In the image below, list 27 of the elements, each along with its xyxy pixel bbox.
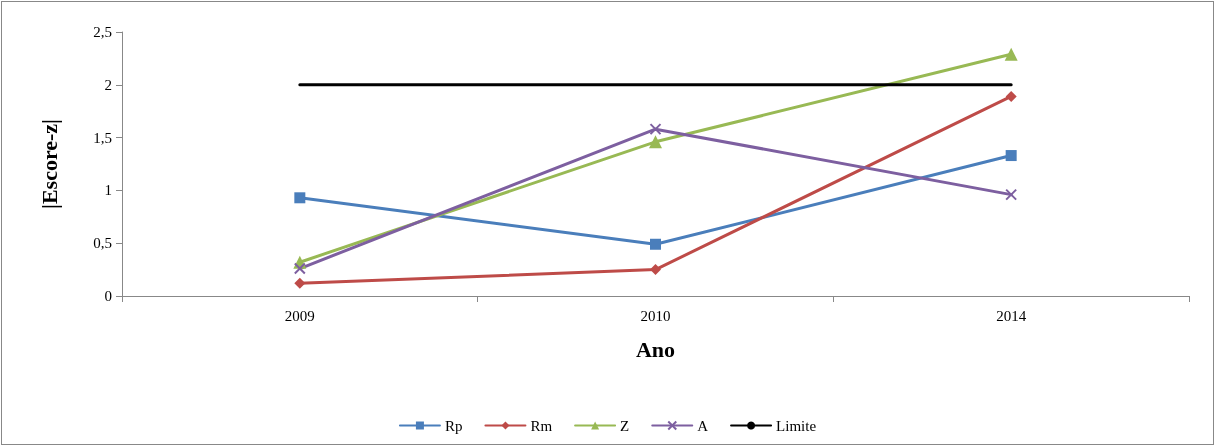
y-tick-label: 0,5 xyxy=(93,235,112,252)
point xyxy=(1004,47,1018,61)
y-tick-label: 1,5 xyxy=(93,129,112,146)
y-tick-label: 1 xyxy=(104,182,112,199)
legend-label: Rm xyxy=(530,417,553,434)
point xyxy=(649,123,662,136)
legend-label: A xyxy=(697,417,709,434)
point xyxy=(1005,150,1017,162)
x-tick-label: 2009 xyxy=(284,307,315,324)
point xyxy=(649,135,662,149)
x-tick-label: 2010 xyxy=(640,307,671,324)
point xyxy=(1005,90,1017,102)
point xyxy=(294,277,306,289)
x-axis-title: Ano xyxy=(635,336,676,362)
legend-label: Limite xyxy=(776,417,817,434)
y-tick-label: 2 xyxy=(104,76,112,93)
point xyxy=(650,264,661,276)
x-tick-label: 2014 xyxy=(996,307,1027,324)
point xyxy=(1005,188,1018,201)
point xyxy=(293,262,306,275)
point xyxy=(294,192,306,204)
point xyxy=(650,238,661,250)
y-tick-label: 2,5 xyxy=(93,24,112,40)
y-axis-title: |Escore-z| xyxy=(36,119,62,209)
y-tick-label: 0 xyxy=(104,288,112,304)
legend-label: Rp xyxy=(444,417,463,434)
legend-label: Z xyxy=(620,417,630,434)
